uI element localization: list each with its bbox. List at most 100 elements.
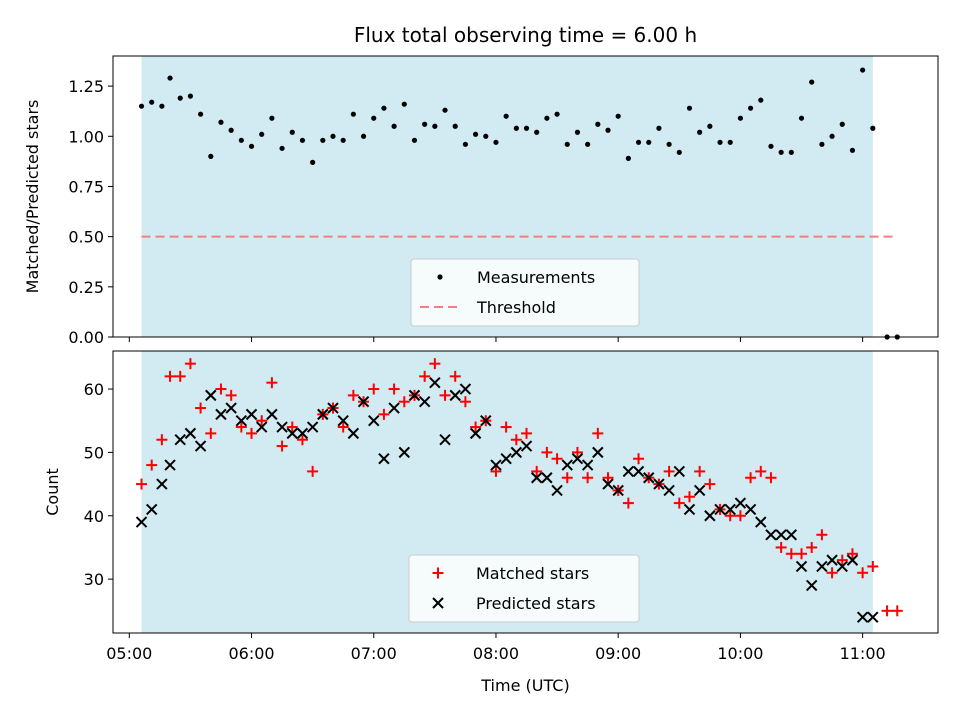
predicted-star-point [215,408,227,421]
measurement-point [574,129,581,135]
matched-star-point [582,472,594,484]
bottom-axes-frame [112,350,939,634]
matched-star-point [745,472,757,484]
predicted-star-point [663,484,675,497]
bottom-y-tick-label: 30 [84,570,104,589]
predicted-star-point [683,503,696,516]
matched-star-point [561,472,573,484]
x-tick-label: 09:00 [595,644,641,663]
top-legend-box [410,258,640,327]
matched-star-point [307,465,319,477]
measurement-point [149,99,155,105]
measurement-point [829,133,835,139]
predicted-star-point [156,478,168,490]
predicted-star-point [734,497,747,509]
predicted-star-point [439,434,451,446]
predicted-star-point [795,560,808,573]
legend-measurements-marker [437,274,443,280]
bottom-y-axis-label: Count [43,468,62,516]
x-tick-label: 07:00 [351,644,397,663]
predicted-star-point [530,472,543,484]
predicted-star-point [704,510,716,522]
matched-star-point [235,421,247,433]
legend-predicted-label: Predicted stars [476,594,596,613]
predicted-star-point [306,421,319,433]
measurement-point [503,113,509,119]
predicted-star-point [510,446,523,459]
predicted-star-point [846,554,859,566]
measurement-point [238,137,244,143]
matched-star-point [663,465,675,477]
measurement-points [138,67,900,340]
matched-star-point [439,389,451,401]
measurement-point [860,67,866,73]
matched-star-point [826,567,838,579]
measurement-point [768,143,774,149]
predicted-star-point [317,408,329,421]
measurement-point [737,115,744,121]
measurement-point [371,115,377,121]
matched-star-point [500,421,512,433]
predicted-star-point [490,459,502,471]
matched-star-point [541,446,553,458]
matched-star-point [521,427,533,439]
predicted-star-point [836,560,848,573]
matched-star-point [266,377,278,389]
measurement-point [839,121,845,127]
predicted-star-point [245,408,258,421]
measurement-point [289,129,295,135]
predicted-star-point [612,484,624,497]
measurement-point [320,137,326,143]
measurement-point [310,159,316,165]
predicted-star-points [135,376,879,623]
matched-star-point [368,383,380,395]
matched-star-point [775,541,787,553]
predicted-star-point [816,560,828,573]
top-y-tick-label: 0.25 [68,278,104,297]
predicted-star-point [581,459,594,471]
predicted-star-point [632,465,645,478]
matched-star-point [174,370,186,382]
predicted-star-point [225,402,237,414]
matched-star-point [398,396,410,408]
predicted-star-point [378,453,390,465]
predicted-star-point [653,478,665,490]
matched-star-point [881,605,893,617]
predicted-star-point [135,516,148,528]
matched-star-point [734,510,746,522]
measurement-point [167,75,173,81]
measurement-point [340,137,346,143]
matched-star-point [592,427,604,439]
predicted-star-point [480,415,492,427]
measurement-point [595,121,601,127]
bottom-panel: 30 40 50 60 05:00 06:00 07:00 08:00 09:00 10:00 1… [43,350,939,695]
predicted-star-point [755,516,767,528]
top-y-tick-label: 1.00 [68,127,104,146]
matched-star-point [378,408,390,420]
matched-star-point [622,497,634,509]
matched-star-point [146,459,158,471]
top-y-tick-label: 1.25 [68,77,104,96]
measurement-point [197,111,204,117]
matched-star-point [683,491,695,503]
matched-star-point [215,383,227,395]
measurement-point [279,145,285,151]
matched-star-point [195,402,207,414]
matched-star-point [765,472,777,484]
predicted-star-point [337,415,349,427]
predicted-star-point [368,415,380,427]
measurement-point [299,137,306,143]
measurement-point [411,137,418,143]
measurement-point [208,153,214,159]
predicted-star-point [398,446,411,459]
predicted-star-point [602,478,614,490]
predicted-star-point [571,453,584,465]
predicted-star-point [856,611,869,623]
predicted-star-point [693,484,706,497]
measurement-point [452,123,458,129]
matched-star-point [296,434,308,446]
predicted-star-point [805,579,818,592]
measurement-point [187,93,194,99]
x-tick-label: 05:00 [106,644,152,663]
top-y-ticks: 0.00 0.25 0.50 0.75 1.00 1.25 [68,77,113,347]
